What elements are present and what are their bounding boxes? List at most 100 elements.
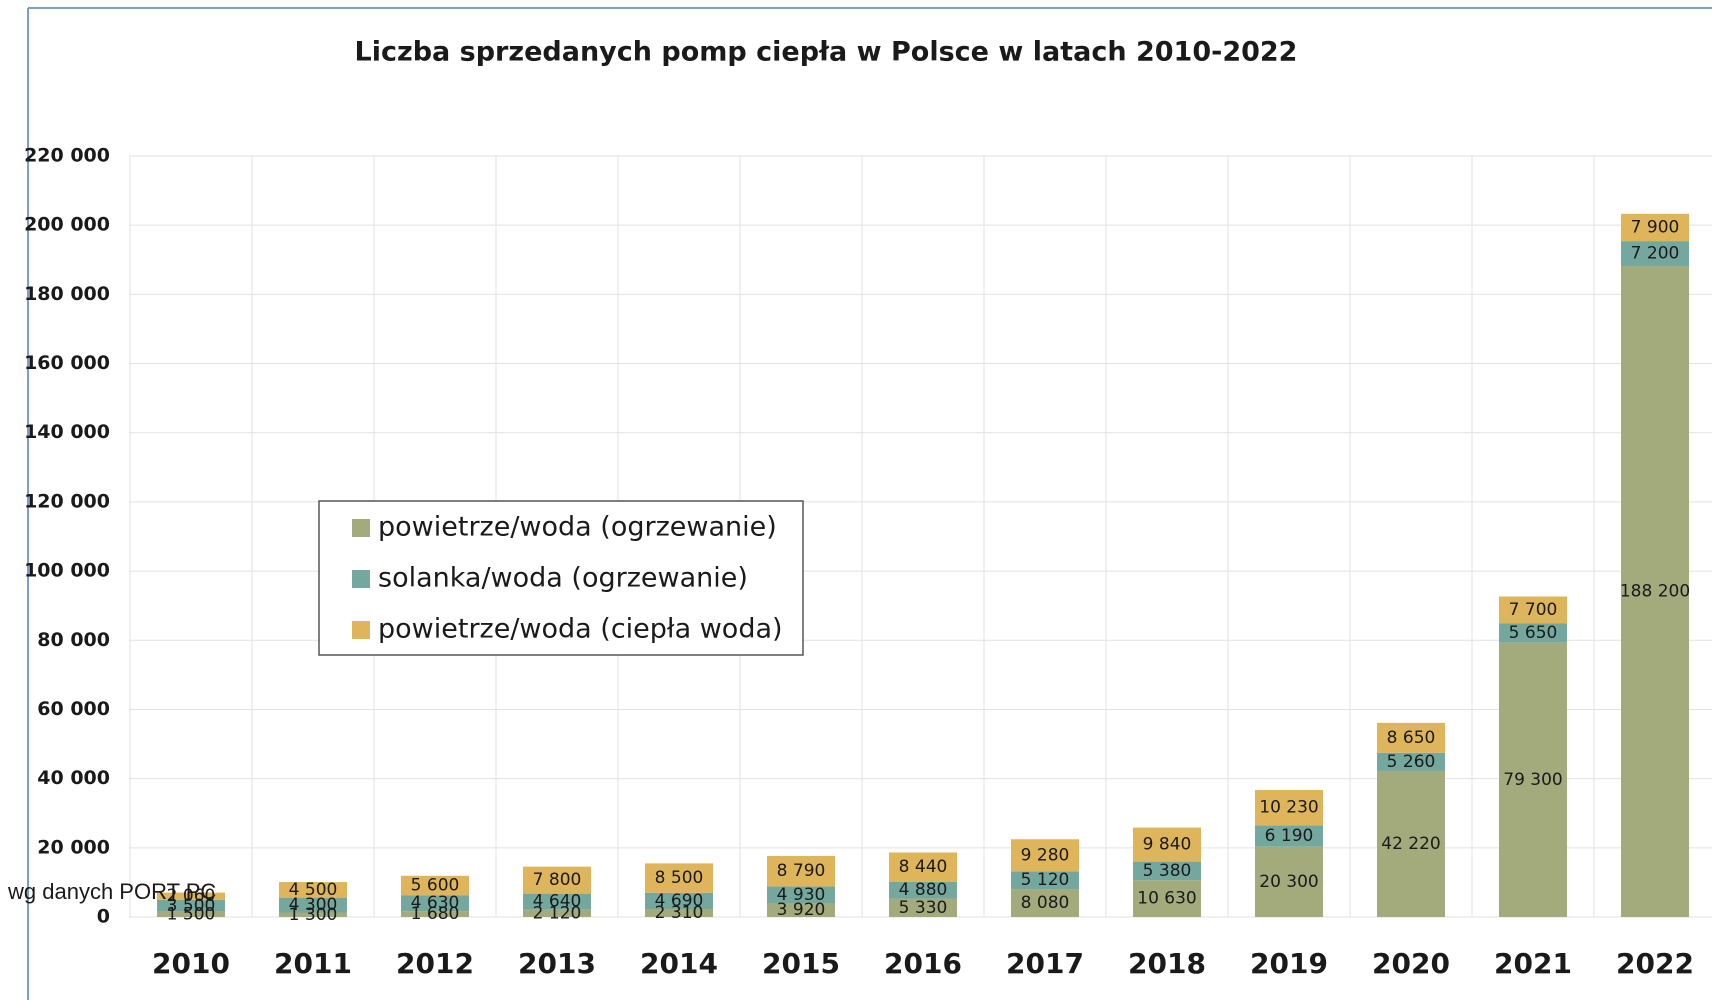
value-label: 5 330	[899, 898, 948, 918]
bar-segment	[523, 866, 591, 894]
value-label: 1 300	[289, 905, 338, 925]
y-tick-label: 120 000	[24, 490, 110, 512]
legend-swatch	[352, 570, 370, 588]
x-tick-label: 2011	[274, 947, 352, 980]
bar-segment	[523, 909, 591, 917]
bar-segment	[1255, 789, 1323, 826]
value-label: 4 500	[289, 880, 338, 900]
bar-segment	[1377, 722, 1445, 753]
value-label: 4 630	[411, 893, 460, 913]
bar-segment	[1255, 846, 1323, 917]
value-label: 5 120	[1021, 870, 1070, 890]
x-tick-label: 2017	[1006, 947, 1084, 980]
y-tick-label: 140 000	[24, 421, 110, 443]
y-tick-label: 20 000	[37, 836, 110, 858]
bar-segment	[645, 909, 713, 917]
x-tick-label: 2010	[152, 947, 230, 980]
bar-segment	[523, 893, 591, 910]
bar-segment	[645, 863, 713, 893]
bar-segment	[1621, 241, 1689, 266]
y-tick-label: 160 000	[24, 352, 110, 374]
value-label: 9 280	[1021, 845, 1070, 865]
labels: 0 20 000 40 000 60 000 80 000 100 000 120 000 1…	[24, 145, 1694, 981]
bar-segment	[401, 911, 469, 917]
chart-title: Liczba sprzedanych pomp ciepła w Polsce …	[355, 37, 1298, 68]
value-label: 1 680	[411, 904, 460, 924]
value-label: 8 080	[1021, 893, 1070, 913]
y-tick-label: 60 000	[37, 698, 110, 720]
bar-segment	[1499, 623, 1567, 643]
bar-segment	[1011, 839, 1079, 872]
value-label: 2 310	[655, 903, 704, 923]
value-label: 3 920	[777, 900, 826, 920]
value-label: 5 650	[1509, 623, 1558, 643]
bar-segment	[1133, 880, 1201, 917]
value-label: 4 300	[289, 895, 338, 915]
value-label: 20 300	[1259, 872, 1318, 892]
bar-segment	[1011, 889, 1079, 917]
value-label: 7 900	[1631, 217, 1680, 237]
bar-segment	[401, 895, 469, 912]
value-label: 4 690	[655, 891, 704, 911]
legend: powietrze/woda (ogrzewanie) solanka/woda …	[352, 512, 783, 645]
x-tick-label: 2012	[396, 947, 474, 980]
y-tick-label: 80 000	[37, 629, 110, 651]
value-label: 10 230	[1259, 798, 1318, 818]
value-label: 5 600	[411, 875, 460, 895]
bar-segment	[279, 912, 347, 917]
value-label: 8 500	[655, 868, 704, 888]
value-label: 8 440	[899, 857, 948, 877]
y-tick-label: 180 000	[24, 283, 110, 305]
bar-segment	[1377, 770, 1445, 917]
value-label: 3 500	[167, 896, 216, 916]
bar-segment	[767, 903, 835, 917]
x-tick-label: 2019	[1250, 947, 1328, 980]
legend-box	[318, 500, 804, 656]
legend-label: powietrze/woda (ogrzewanie)	[378, 512, 777, 543]
value-label: 4 930	[777, 885, 826, 905]
y-tick-label: 100 000	[24, 560, 110, 582]
y-tick-label: 200 000	[24, 214, 110, 236]
y-tick-label: 220 000	[24, 145, 110, 167]
x-tick-label: 2013	[518, 947, 596, 980]
bar-segment	[889, 852, 957, 882]
value-label: 6 190	[1265, 826, 1314, 846]
x-tick-label: 2020	[1372, 947, 1450, 980]
value-label: 2 060	[167, 886, 216, 906]
bar-segment	[1133, 827, 1201, 862]
bar-segment	[889, 898, 957, 917]
value-label: 5 260	[1387, 752, 1436, 772]
value-label: 7 700	[1509, 600, 1558, 620]
bar-segment	[279, 882, 347, 898]
x-tick-label: 2016	[884, 947, 962, 980]
legend-label: solanka/woda (ogrzewanie)	[378, 563, 748, 594]
value-label: 7 200	[1631, 244, 1680, 264]
bar-segment	[1499, 642, 1567, 917]
bar-segment	[157, 911, 225, 917]
value-label: 188 200	[1620, 581, 1690, 601]
legend-swatch	[352, 519, 370, 537]
annotation: wg danych PORT PC	[7, 879, 216, 904]
bar-segment	[1011, 871, 1079, 890]
bar-segment	[645, 892, 713, 910]
y-tick-label: 0	[97, 906, 110, 928]
legend-label: powietrze/woda (ciepła woda)	[378, 614, 783, 645]
value-label: 8 650	[1387, 728, 1436, 748]
bars	[157, 213, 1689, 917]
legend-swatch	[352, 621, 370, 639]
value-label: 79 300	[1503, 770, 1562, 790]
value-label: 10 630	[1137, 889, 1196, 909]
bar-segment	[1499, 596, 1567, 624]
value-label: 5 380	[1143, 861, 1192, 881]
x-tick-label: 2015	[762, 947, 840, 980]
bar-segment	[1255, 825, 1323, 847]
x-tick-label: 2022	[1616, 947, 1694, 980]
bar-segment	[767, 886, 835, 904]
bar-segment	[889, 881, 957, 899]
bar-segment	[1621, 265, 1689, 917]
value-label: 8 790	[777, 861, 826, 881]
bar-segment	[401, 875, 469, 896]
y-tick-label: 40 000	[37, 767, 110, 789]
value-label: 1 500	[167, 904, 216, 924]
